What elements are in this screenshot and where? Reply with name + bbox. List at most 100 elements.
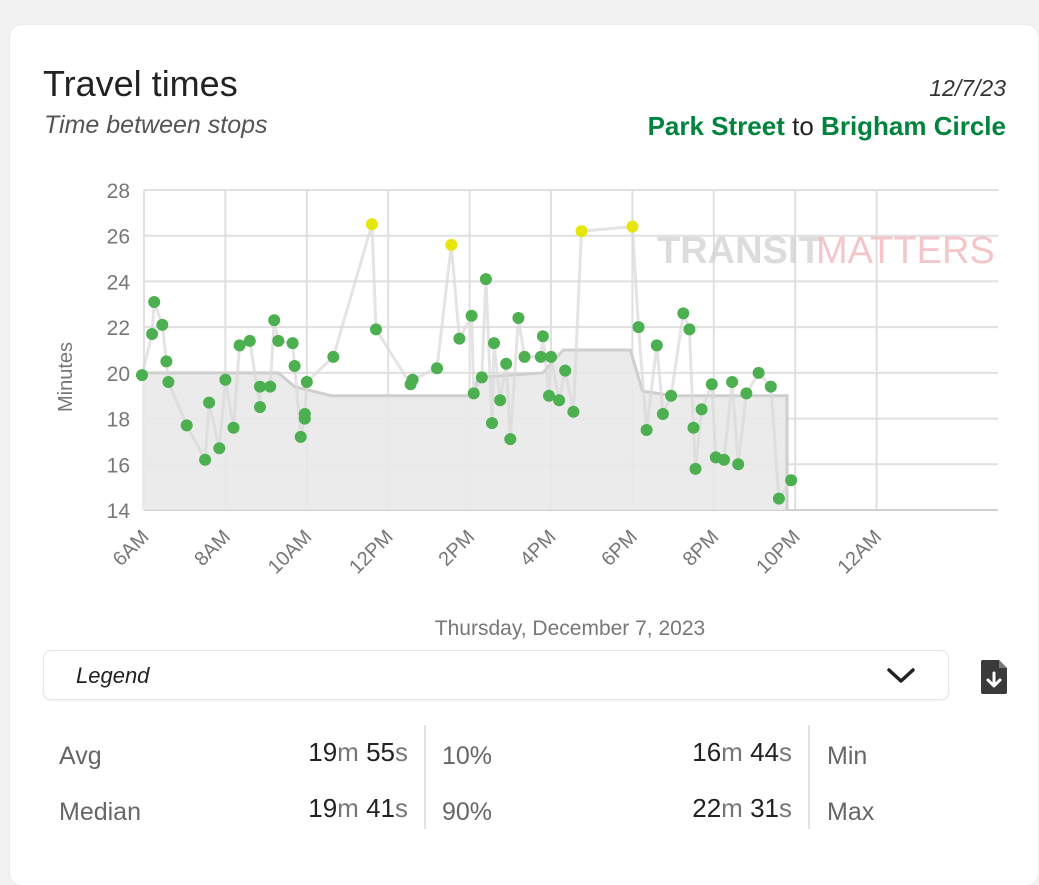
data-point [632,321,645,334]
x-axis-label: Thursday, December 7, 2023 [435,617,705,640]
p10-label: 10% [442,742,493,770]
data-point [146,328,159,340]
x-tick-label: 2PM [434,526,479,571]
data-point [545,350,557,363]
data-point [740,387,753,400]
x-tick-label: 12PM [345,526,398,579]
data-point [494,394,507,407]
watermark-transit: TRANSIT [657,230,822,272]
data-point [300,376,313,388]
data-point [233,339,246,352]
x-tick-label: 8PM [679,526,724,571]
data-point [752,366,765,379]
x-tick-label: 10AM [264,526,317,579]
data-point [288,360,301,372]
data-point [512,312,525,324]
median-label: Median [59,798,141,826]
y-tick-label: 26 [107,226,130,249]
data-point [227,421,240,434]
data-point [536,330,549,343]
data-point [327,350,340,363]
data-point [486,417,498,430]
data-point [180,419,193,432]
data-point [772,492,785,505]
stats-divider [424,725,426,829]
legend-label: Legend [76,663,150,688]
data-point [465,309,478,322]
route-label: Park Street to Brigham Circle [648,111,1006,142]
data-point [683,323,696,336]
travel-times-chart: TRANSIT MATTERS 14 16 18 20 22 24 26 28 6AM 8AM 1… [55,180,998,640]
data-point [268,314,281,327]
file-download-icon[interactable] [980,659,1008,695]
data-point [254,380,266,393]
data-point [136,369,148,382]
data-point [453,332,466,345]
x-tick-label: 4PM [516,526,561,571]
data-point [431,362,443,375]
slow-point [626,220,639,233]
data-point [543,389,555,402]
data-point [148,296,161,308]
watermark-matters: MATTERS [816,230,995,272]
data-point [567,405,580,418]
y-tick-label: 20 [107,363,130,386]
data-point [219,373,232,386]
data-point [162,376,175,388]
y-tick-label: 18 [107,409,130,432]
y-axis-label: Minutes [55,342,77,412]
legend-toggle[interactable]: Legend [43,650,949,700]
data-point [406,373,419,386]
x-tick-label: 6AM [109,526,154,571]
data-point [640,424,653,436]
avg-value: 19m 55s [308,737,408,767]
data-point [705,378,718,391]
data-point [500,357,513,370]
y-tick-label: 22 [107,317,130,340]
data-point [160,355,173,368]
data-point [732,458,745,471]
travel-times-card: Travel times Time between stops 12/7/23 … [10,25,1038,885]
y-tick-label: 28 [107,180,130,203]
x-tick-label: 12AM [834,526,887,579]
data-point [695,403,708,416]
data-point [504,433,517,446]
to-stop[interactable]: Brigham Circle [821,111,1006,141]
p90-label: 90% [442,798,493,826]
data-point [785,474,798,487]
data-point [689,462,702,475]
data-points [136,218,798,505]
data-point [650,339,663,352]
slow-point [575,225,588,238]
data-point [243,334,256,347]
travel-time-stats: Avg 19m 55s Median 19m 41s 10% 16m 44s 9… [10,725,1038,835]
data-point [298,408,311,420]
y-tick-label: 14 [107,500,131,523]
data-point [203,396,216,409]
x-tick-label: 6PM [597,526,642,571]
x-axis-ticks: 6AM 8AM 10AM 12PM 2PM 4PM 6PM 8PM 10PM 12AM [109,526,886,579]
from-stop[interactable]: Park Street [647,111,785,141]
slow-point [365,218,378,231]
data-point [272,334,285,347]
chevron-down-icon[interactable] [884,661,918,689]
data-point [264,380,277,393]
data-point [656,408,669,420]
data-point [726,376,739,388]
data-point [718,453,730,466]
data-point [294,430,307,443]
data-point [534,350,547,363]
data-point [553,394,566,407]
avg-label: Avg [59,742,102,770]
data-point [213,442,226,455]
data-point [518,350,531,363]
data-point [488,337,500,350]
min-label: Min [827,742,868,770]
median-value: 19m 41s [308,793,408,823]
y-axis-ticks: 14 16 18 20 22 24 26 28 [107,180,131,523]
data-point [677,307,690,320]
y-tick-label: 24 [107,271,131,294]
slow-point [445,238,458,251]
data-point [764,380,777,393]
y-tick-label: 16 [107,454,130,477]
